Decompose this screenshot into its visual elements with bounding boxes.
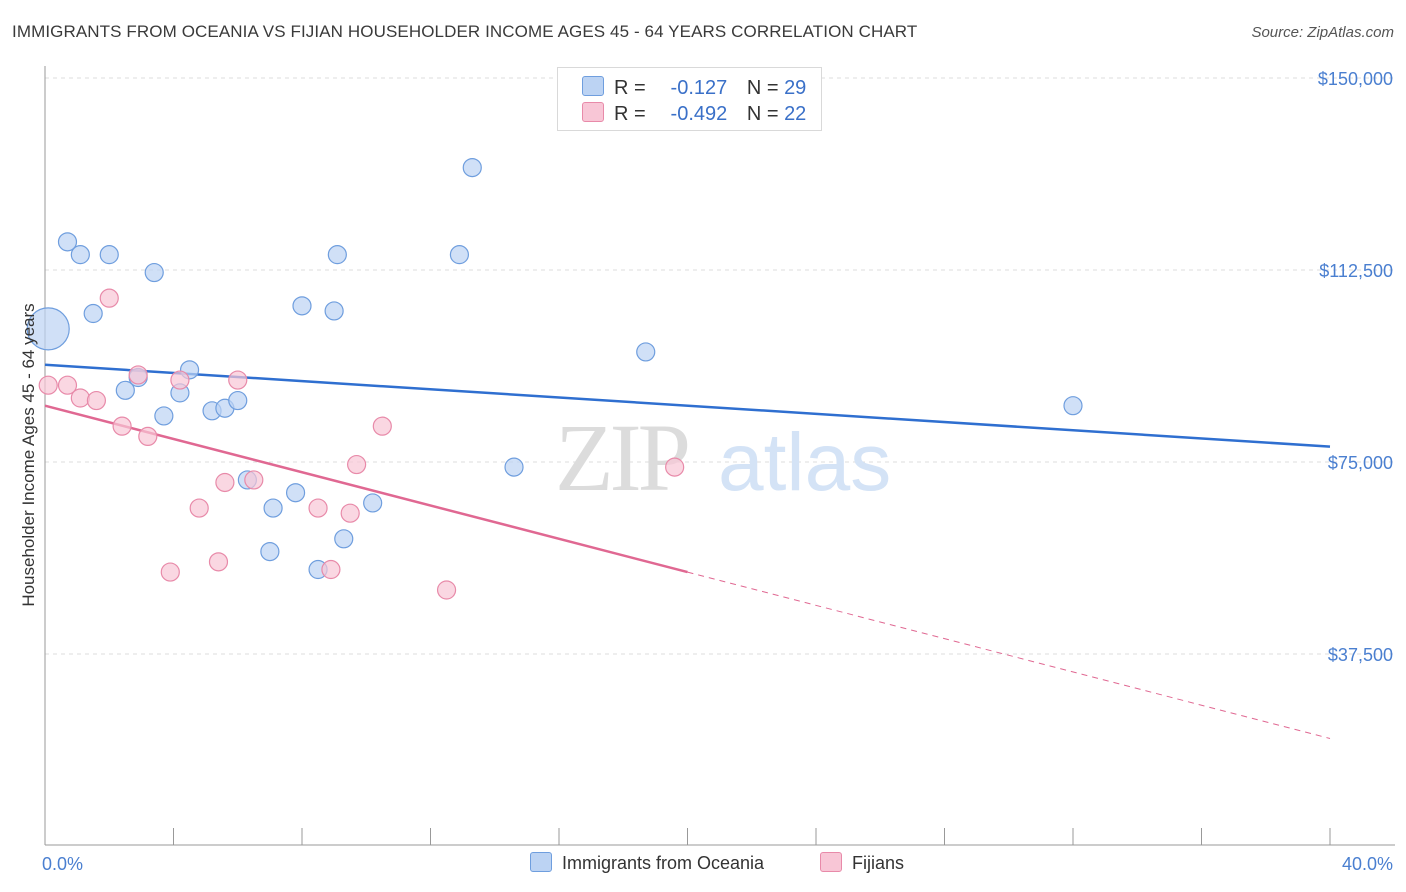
- point-fijians: [189, 498, 209, 518]
- bottom-legend-label: Fijians: [852, 853, 905, 873]
- trend-line-oceania: [44, 363, 1331, 448]
- point-oceania: [26, 307, 70, 351]
- bottom-legend-fijians: Fijians: [820, 852, 904, 874]
- y-tick-label: $75,000: [1328, 453, 1393, 473]
- point-fijians: [138, 426, 158, 446]
- point-fijians: [160, 562, 180, 582]
- legend-r-label: R =: [614, 103, 646, 125]
- point-oceania: [1063, 396, 1083, 416]
- point-oceania: [363, 493, 383, 513]
- y-tick-label: $37,500: [1328, 645, 1393, 665]
- watermark: ZIP atlas: [555, 404, 891, 511]
- point-oceania: [292, 296, 312, 316]
- point-oceania: [144, 262, 164, 283]
- y-axis-label: Householder Income Ages 45 - 64 years: [19, 303, 38, 606]
- correlation-legend: R = -0.127 N = 29 R = -0.492 N = 22: [557, 67, 822, 131]
- point-oceania: [334, 529, 354, 549]
- y-tick-labels: $37,500 $75,000 $112,500 $150,000: [1318, 69, 1393, 665]
- point-oceania: [449, 245, 470, 265]
- point-fijians: [215, 472, 235, 493]
- legend-r-value: -0.492: [670, 103, 728, 125]
- point-oceania: [115, 380, 135, 400]
- trend-line-fijians-extension: [687, 571, 1331, 739]
- axes: [44, 66, 1395, 846]
- point-oceania: [154, 406, 174, 426]
- x-tick-label: 0.0%: [42, 854, 83, 874]
- x-tick-label: 40.0%: [1342, 854, 1393, 874]
- point-fijians: [436, 580, 457, 600]
- point-oceania: [260, 541, 280, 562]
- point-oceania: [285, 483, 306, 503]
- point-fijians: [208, 552, 229, 572]
- point-fijians: [112, 416, 132, 436]
- trend-lines: [44, 363, 1331, 739]
- legend-n-label: N =: [746, 77, 779, 99]
- point-fijians: [340, 503, 360, 523]
- point-oceania: [327, 245, 347, 265]
- point-fijians: [321, 559, 341, 580]
- point-fijians: [70, 388, 90, 408]
- point-fijians: [228, 370, 248, 390]
- bottom-legend-label: Immigrants from Oceania: [562, 853, 765, 873]
- bottom-legend-swatch-blue: [530, 852, 552, 872]
- point-oceania: [263, 498, 283, 518]
- point-fijians: [665, 457, 685, 477]
- source-label: Source: ZipAtlas.com: [1251, 24, 1394, 41]
- point-fijians: [86, 390, 107, 411]
- legend-n-label: N =: [746, 103, 779, 125]
- legend-row-oceania: R = -0.127 N = 29: [582, 76, 806, 100]
- y-tick-label: $112,500: [1319, 261, 1393, 281]
- legend-r-value: -0.127: [670, 77, 728, 99]
- point-fijians: [244, 470, 264, 490]
- legend-n-value: 29: [784, 77, 807, 99]
- watermark-atlas: atlas: [718, 417, 891, 508]
- chart-title: IMMIGRANTS FROM OCEANIA VS FIJIAN HOUSEH…: [12, 22, 918, 41]
- bottom-legend-oceania: Immigrants from Oceania: [530, 852, 764, 874]
- point-oceania: [228, 390, 248, 411]
- point-oceania: [57, 232, 78, 252]
- point-oceania: [462, 158, 482, 178]
- y-tick-label: $150,000: [1318, 69, 1393, 89]
- watermark-zip: ZIP: [555, 404, 688, 511]
- point-fijians: [38, 375, 58, 395]
- point-fijians: [347, 454, 367, 475]
- point-fijians: [128, 365, 148, 385]
- point-fijians: [372, 416, 392, 436]
- point-oceania: [636, 342, 656, 362]
- legend-n-value: 22: [784, 103, 807, 125]
- point-fijians: [57, 375, 78, 395]
- point-fijians: [170, 370, 190, 390]
- point-oceania: [70, 245, 90, 265]
- legend-swatch-blue: [582, 76, 604, 96]
- data-points: [26, 158, 1083, 600]
- bottom-legend-swatch-pink: [820, 852, 842, 872]
- legend-r-label: R =: [614, 77, 646, 99]
- legend-swatch-pink: [582, 102, 604, 122]
- point-fijians: [99, 288, 119, 308]
- point-oceania: [83, 303, 103, 324]
- point-oceania: [504, 457, 524, 477]
- point-oceania: [99, 245, 119, 265]
- gridlines: [45, 77, 1395, 655]
- x-tick-labels: 0.0% 40.0%: [42, 854, 1393, 874]
- legend-row-fijians: R = -0.492 N = 22: [582, 102, 806, 126]
- point-fijians: [308, 498, 328, 518]
- point-oceania: [324, 301, 344, 321]
